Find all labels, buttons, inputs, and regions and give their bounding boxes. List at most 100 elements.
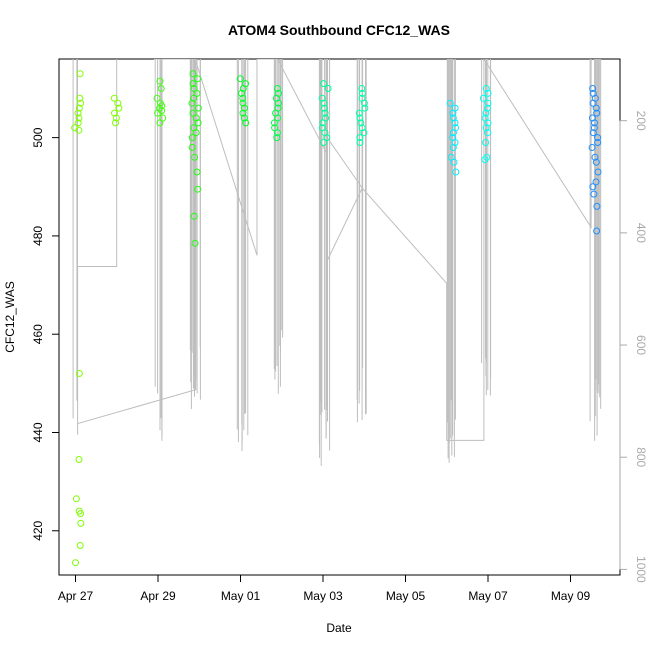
data-point	[74, 119, 82, 127]
data-point	[356, 114, 364, 122]
data-point	[75, 104, 83, 112]
y-axis: 420 440 460 480 500	[31, 127, 60, 541]
data-point	[191, 153, 199, 161]
data-point	[156, 77, 164, 85]
data-point	[77, 99, 85, 107]
x-tick-label: Apr 29	[140, 589, 176, 603]
chart-title: ATOM4 Southbound CFC12_WAS	[228, 22, 450, 38]
data-point	[589, 85, 597, 92]
data-point	[589, 183, 597, 191]
data-point	[592, 158, 600, 166]
data-point	[482, 139, 490, 146]
data-point	[592, 104, 600, 112]
data-point	[449, 129, 457, 137]
y2-tick-label: 800	[634, 447, 648, 467]
x-tick-label: Apr 27	[58, 589, 94, 603]
data-point	[77, 510, 84, 518]
data-point	[239, 99, 247, 107]
pressure-track-line	[77, 59, 592, 441]
data-point	[360, 99, 368, 107]
data-point	[154, 109, 162, 117]
data-point	[588, 144, 596, 151]
data-point	[156, 119, 164, 127]
y-tick-label: 500	[31, 127, 45, 147]
y2-tick-label: 600	[634, 335, 648, 355]
data-point	[74, 109, 82, 117]
data-point	[449, 144, 457, 151]
data-point	[593, 109, 601, 117]
data-point	[356, 139, 364, 146]
data-point	[242, 119, 250, 127]
data-point	[594, 168, 602, 176]
data-point	[72, 495, 80, 503]
x-tick-label: May 01	[221, 589, 261, 603]
data-point	[589, 99, 597, 107]
data-point	[76, 70, 84, 78]
y2-axis: 200 400 600 800 1000	[619, 111, 648, 583]
data-point	[188, 134, 196, 142]
data-point	[594, 134, 602, 142]
data-point	[191, 239, 199, 247]
x-tick-label: May 03	[303, 589, 343, 603]
data-point	[481, 156, 489, 164]
data-point	[479, 94, 487, 102]
data-point	[358, 85, 366, 92]
data-point	[112, 119, 119, 127]
data-point	[592, 178, 600, 186]
x-axis-label: Date	[326, 621, 352, 635]
data-point	[112, 114, 120, 122]
data-point	[482, 109, 490, 117]
pressure-layer	[72, 59, 602, 466]
data-point	[76, 94, 84, 102]
data-point	[190, 94, 198, 102]
y-tick-label: 460	[31, 324, 45, 344]
y2-tick-label: 1000	[634, 556, 648, 583]
y-tick-label: 420	[31, 520, 45, 540]
data-point	[194, 185, 202, 193]
data-point	[188, 144, 196, 151]
data-point	[241, 104, 248, 112]
data-point	[449, 109, 457, 117]
data-point	[357, 119, 365, 127]
data-point	[75, 456, 83, 463]
data-point	[189, 70, 197, 78]
data-point	[483, 104, 491, 112]
data-point	[189, 80, 197, 88]
data-point	[318, 94, 326, 102]
data-point	[590, 124, 598, 132]
data-point	[75, 126, 83, 134]
data-point	[484, 89, 492, 97]
data-point	[194, 104, 202, 112]
y-axis-label: CFC12_WAS	[3, 281, 17, 353]
data-point	[240, 114, 248, 122]
data-point	[194, 119, 202, 127]
y-tick-label: 480	[31, 226, 45, 246]
data-point	[355, 109, 363, 117]
data-point	[75, 114, 83, 122]
data-point	[484, 119, 492, 127]
data-point	[76, 542, 84, 549]
data-point	[593, 202, 601, 210]
data-point	[320, 139, 328, 146]
plot-frame	[58, 58, 621, 576]
data-point	[324, 85, 332, 92]
data-point	[153, 94, 161, 102]
data-point	[320, 104, 328, 112]
data-point	[451, 119, 459, 127]
data-point	[484, 129, 492, 137]
data-point	[273, 85, 281, 92]
data-point	[72, 559, 79, 567]
data-point	[321, 109, 329, 117]
data-point	[115, 104, 123, 112]
data-point	[591, 119, 598, 127]
data-point	[237, 89, 245, 97]
data-point	[320, 99, 328, 107]
data-point	[589, 129, 597, 137]
data-point	[275, 99, 282, 107]
data-point	[110, 94, 118, 102]
data-point	[482, 85, 490, 92]
data-point	[193, 168, 201, 176]
data-point	[192, 129, 200, 137]
